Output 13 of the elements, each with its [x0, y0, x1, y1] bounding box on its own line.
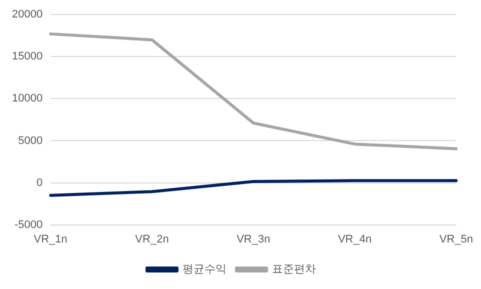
y-tick-label: -5000 [14, 218, 43, 231]
x-tick-label: VR_3n [236, 233, 270, 246]
y-tick-label: 15000 [12, 50, 43, 63]
y-tick-label: 10000 [12, 92, 43, 105]
y-tick-label: 20000 [12, 8, 43, 21]
y-tick-label: 5000 [18, 134, 43, 147]
x-tick-label: VR_2n [135, 233, 169, 246]
x-tick-label: VR_1n [34, 233, 68, 246]
legend-label: 표준편차 [272, 264, 316, 276]
x-tick-label: VR_5n [439, 233, 474, 246]
legend-label: 평균수익 [182, 264, 226, 276]
x-tick-label: VR_4n [338, 233, 372, 246]
y-tick-label: 0 [36, 176, 43, 189]
